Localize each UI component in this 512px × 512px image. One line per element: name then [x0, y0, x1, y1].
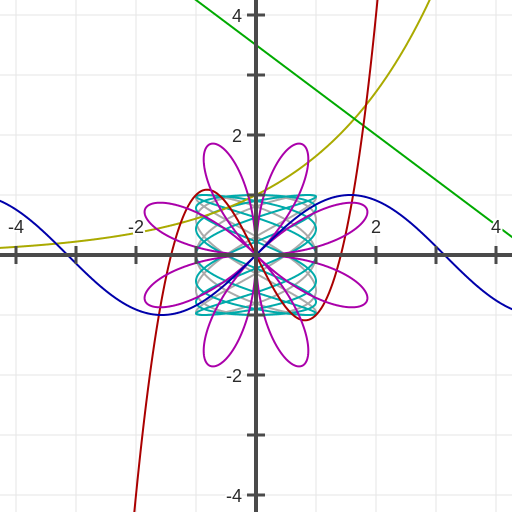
- x-tick-label: 2: [371, 217, 381, 237]
- x-tick-label: -4: [8, 217, 24, 237]
- x-tick-label: 4: [491, 217, 501, 237]
- tick-labels: -4 -2 2 4 4 2 -2 -4: [6, 4, 503, 508]
- y-tick-label: -4: [226, 486, 242, 506]
- y-tick-label: 4: [232, 6, 242, 26]
- y-tick-label: -2: [226, 366, 242, 386]
- y-tick-label: 2: [232, 126, 242, 146]
- x-tick-label: -2: [128, 217, 144, 237]
